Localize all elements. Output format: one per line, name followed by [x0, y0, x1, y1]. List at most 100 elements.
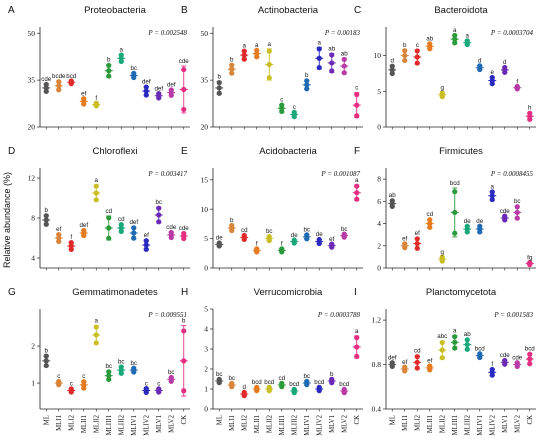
data-point	[131, 235, 137, 241]
data-point	[143, 92, 149, 98]
data-point	[452, 339, 458, 345]
group-letter: ab	[328, 46, 335, 53]
x-tick-label: MLIII2	[464, 414, 471, 435]
data-point	[427, 363, 433, 369]
group-letter: b	[218, 74, 222, 81]
p-value: P = 0.0008455	[490, 170, 534, 178]
data-point	[216, 85, 222, 91]
data-point	[43, 213, 49, 219]
x-tick-label: MLV2	[514, 414, 521, 432]
data-point	[106, 373, 112, 379]
group-letter: ef	[81, 90, 86, 97]
data-point	[279, 102, 285, 108]
data-point	[143, 246, 149, 252]
group-letter: c	[416, 42, 419, 49]
y-tick-label: 10	[374, 51, 382, 60]
group-letter: b	[403, 42, 407, 49]
panel-title: Actinobacteria	[258, 5, 319, 16]
data-point	[106, 369, 112, 375]
group-letter: bcde	[52, 73, 66, 80]
panel-title: Proteobacteria	[84, 5, 147, 16]
data-point	[389, 67, 395, 73]
data-point	[464, 38, 470, 44]
group-letter: bc	[118, 358, 125, 365]
x-tick-label: MLIII2	[291, 414, 298, 435]
data-point	[106, 215, 112, 221]
group-letter: c	[280, 97, 283, 104]
x-tick-label: MLII2	[439, 414, 446, 433]
group-letter: ef	[144, 232, 149, 239]
data-point	[304, 78, 310, 84]
data-point	[266, 233, 272, 240]
data-point	[452, 334, 458, 340]
panel-letter: G	[8, 287, 16, 298]
group-letter: ef	[402, 359, 407, 366]
y-axis-label: Relative abundance (%)	[2, 172, 12, 268]
group-letter: ef	[329, 236, 334, 243]
data-point	[181, 328, 187, 334]
data-point	[464, 341, 470, 348]
data-point	[329, 68, 335, 74]
y-tick-label: 35	[28, 76, 36, 85]
data-point	[452, 36, 458, 42]
group-letter: f	[516, 78, 518, 85]
panel-title: Firmicutes	[439, 146, 483, 157]
y-tick-label: 5	[377, 87, 381, 96]
y-tick-label: 12	[28, 174, 36, 183]
y-tick-label: 2	[31, 342, 35, 351]
data-point	[316, 46, 322, 52]
group-letter: bc	[514, 198, 521, 205]
data-point	[106, 376, 112, 383]
data-point	[156, 219, 162, 225]
data-point	[354, 102, 360, 108]
panel-letter: B	[181, 5, 188, 16]
data-point	[118, 364, 124, 370]
group-letter: a	[268, 41, 272, 48]
data-point	[414, 236, 420, 242]
y-tick-label: 3	[204, 345, 208, 354]
data-point	[402, 241, 408, 247]
data-point	[414, 359, 420, 365]
group-letter: ef	[415, 230, 420, 237]
data-point	[229, 62, 235, 68]
data-point	[414, 240, 420, 247]
y-tick-label: 2	[204, 365, 208, 374]
data-point	[131, 70, 137, 76]
data-point	[414, 245, 420, 251]
data-point	[143, 242, 149, 248]
data-point	[156, 91, 162, 97]
group-letter: def	[167, 82, 176, 89]
group-letter: b	[305, 72, 309, 79]
data-point	[131, 230, 137, 236]
group-letter: bcd	[475, 345, 486, 352]
x-tick-label: MLII2	[266, 414, 273, 433]
panel-title: Gemmatimonadetes	[72, 287, 158, 298]
data-point	[452, 209, 458, 216]
data-point	[427, 224, 433, 230]
group-letter: b	[45, 207, 49, 214]
panel-title: Chloroflexi	[93, 146, 138, 157]
data-point	[354, 344, 360, 350]
data-point	[452, 230, 458, 236]
data-point	[389, 198, 395, 204]
data-point	[452, 40, 458, 46]
x-tick-label: MLIII1	[279, 415, 286, 435]
data-point	[414, 54, 420, 60]
data-point	[452, 345, 458, 351]
group-letter: cde	[179, 225, 190, 232]
group-letter: d	[243, 384, 247, 391]
data-point	[464, 337, 470, 343]
data-point	[56, 378, 62, 385]
data-point	[427, 220, 433, 227]
data-point	[279, 380, 285, 386]
data-point	[56, 87, 62, 93]
group-letter: cd	[105, 208, 112, 215]
data-point	[143, 385, 149, 392]
group-letter: b	[107, 57, 111, 64]
group-letter: d	[478, 58, 482, 65]
group-letter: c	[157, 381, 160, 388]
group-letter: bc	[155, 199, 162, 206]
